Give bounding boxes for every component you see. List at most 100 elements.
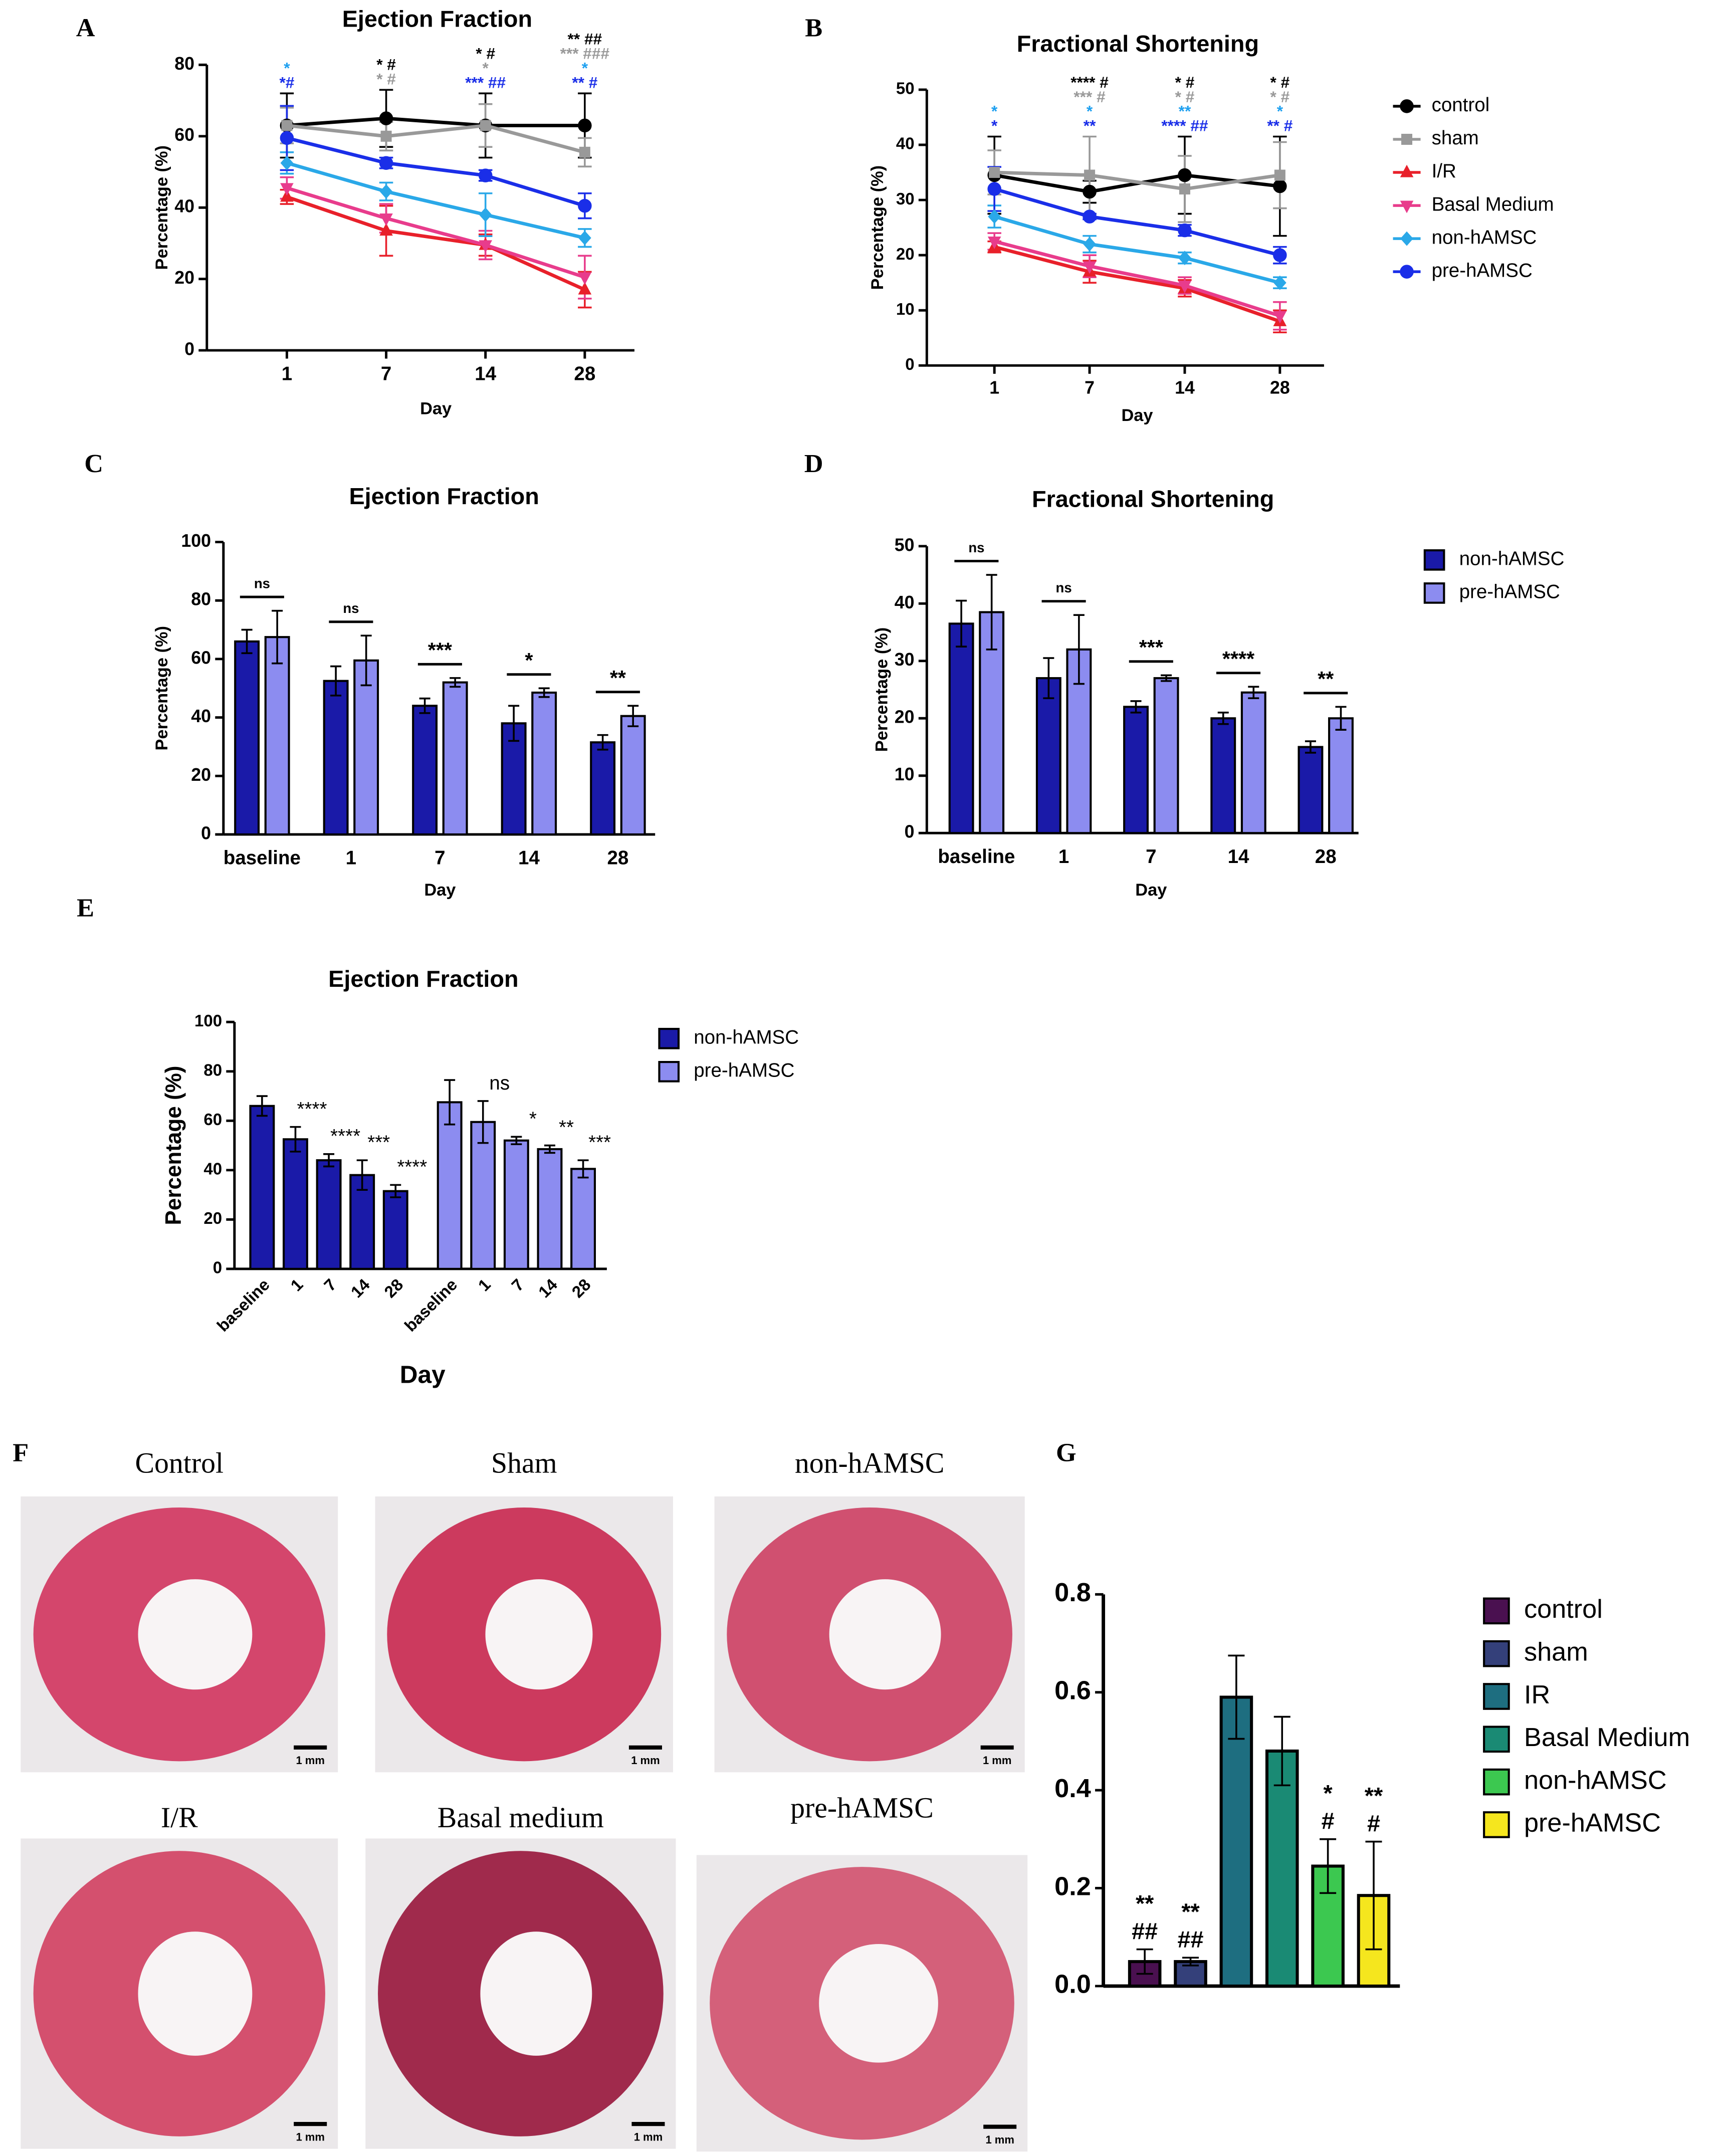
y-tick-label: 60 [203, 1110, 222, 1129]
marker [1400, 99, 1414, 113]
series-line [287, 116, 585, 127]
y-tick-label: 0 [201, 823, 211, 843]
series-line [994, 170, 1280, 191]
error-bar [627, 705, 639, 727]
series-line [286, 195, 586, 292]
x-tick-label: 7 [320, 1275, 340, 1295]
error-bar [444, 1079, 456, 1126]
y-tick-label: 60 [174, 125, 194, 145]
x-axis-label: Day [1121, 406, 1153, 425]
x-tick-label: 1 [989, 378, 999, 398]
error-bar [1136, 1948, 1153, 1975]
legend-swatch [1483, 1811, 1510, 1838]
image-title: Sham [491, 1447, 557, 1479]
bar [620, 715, 646, 836]
y-tick-label: 80 [174, 54, 194, 74]
x-tick-label: 1 [1058, 846, 1069, 868]
legend-label: non-hAMSC [1524, 1766, 1667, 1795]
series-line [994, 240, 1280, 318]
significance-label: ** [610, 667, 626, 690]
error-bar [1273, 1715, 1290, 1787]
x-axis-label: Day [1135, 881, 1167, 900]
significance-label: * [525, 649, 533, 672]
bar [470, 1121, 496, 1270]
marker [987, 182, 1001, 196]
x-tick-label: 1 [475, 1275, 494, 1295]
bar [1153, 677, 1179, 834]
significance-label: ** [1318, 668, 1334, 691]
bar [316, 1159, 342, 1270]
x-tick-label: 14 [475, 363, 496, 385]
heart-lumen [480, 1931, 592, 2056]
legend-swatch [1423, 549, 1445, 571]
bar [1123, 706, 1149, 834]
chart-title: Ejection Fraction [342, 6, 532, 32]
bar [1210, 717, 1236, 834]
chart-title: Ejection Fraction [328, 966, 518, 992]
marker [1178, 168, 1192, 182]
legend-label: pre-hAMSC [1524, 1809, 1661, 1838]
significance-label: * # [1175, 73, 1195, 91]
significance-label: ** ## [568, 30, 602, 48]
series-line [286, 186, 585, 279]
significance-label: **** [297, 1099, 327, 1120]
error-bar [419, 697, 430, 714]
panel-label: D [804, 449, 823, 478]
marker [1178, 281, 1192, 294]
legend-label: non-hAMSC [694, 1026, 799, 1048]
y-tick-label: 0.2 [1054, 1872, 1091, 1901]
marker [478, 168, 493, 182]
x-tick-label: 7 [435, 847, 445, 869]
image-title: I/R [161, 1802, 198, 1834]
marker [1273, 248, 1287, 262]
marker [988, 209, 1001, 224]
significance-label: * # [1270, 88, 1290, 106]
significance-label: * [1277, 102, 1283, 120]
marker [379, 111, 393, 125]
marker [1400, 164, 1414, 177]
significance-label: * # [376, 70, 396, 88]
legend-label: pre-hAMSC [1459, 581, 1560, 603]
legend-label: pre-hAMSC [1432, 260, 1533, 281]
error-bar [450, 677, 461, 688]
significance-label: *** [367, 1132, 390, 1153]
bar [503, 1139, 529, 1270]
significance-label: *** [588, 1132, 611, 1153]
image-title: non-hAMSC [795, 1447, 945, 1479]
error-bar [1305, 740, 1316, 754]
y-tick-label: 0 [213, 1258, 222, 1277]
x-tick-label: 28 [568, 1275, 594, 1301]
y-tick-label: 40 [191, 706, 211, 726]
y-tick-label: 100 [181, 531, 211, 551]
marker [281, 120, 293, 131]
bar [1298, 746, 1324, 834]
legend-label: non-hAMSC [1432, 227, 1537, 248]
panel-label: B [805, 14, 822, 43]
scale-bar-label: 1 mm [296, 1754, 324, 1767]
marker [1273, 275, 1286, 290]
bar [349, 1174, 375, 1270]
marker [987, 237, 1001, 249]
x-tick-label: 14 [535, 1275, 561, 1302]
error-bar [1130, 700, 1142, 714]
error-bar [577, 1159, 589, 1179]
y-tick-label: 40 [895, 592, 915, 612]
significance-label: *# [279, 73, 294, 91]
marker [579, 146, 590, 158]
legend-swatch [658, 1061, 680, 1083]
legend-swatch [1423, 582, 1445, 604]
error-bar [1248, 686, 1259, 699]
y-tick-label: 80 [191, 589, 211, 609]
significance-label: *** [428, 638, 453, 662]
bar [283, 1138, 308, 1270]
error-bar [477, 1100, 489, 1144]
marker [379, 223, 393, 236]
bar [570, 1168, 596, 1270]
legend-label: sham [1432, 127, 1479, 149]
significance-label: ns [489, 1072, 510, 1094]
significance-label: * [582, 59, 588, 77]
series-line [286, 161, 585, 240]
error-bar [1073, 614, 1085, 685]
error-bar [241, 628, 253, 655]
marker [1178, 251, 1191, 266]
